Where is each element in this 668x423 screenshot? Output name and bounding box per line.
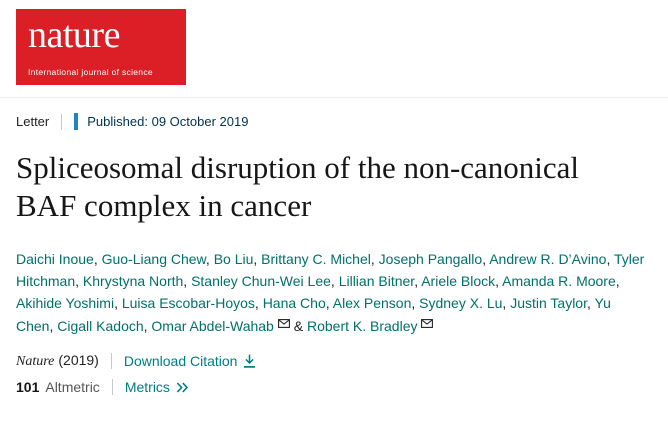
email-icon[interactable] xyxy=(277,311,290,333)
author-separator: , xyxy=(253,250,262,267)
author-link[interactable]: Daichi Inoue xyxy=(16,250,94,267)
published-label: Published: xyxy=(87,114,148,129)
published-date-text: Published: 09 October 2019 xyxy=(87,114,248,129)
author-link[interactable]: Alex Penson xyxy=(332,295,412,312)
download-icon xyxy=(243,354,256,368)
email-icon[interactable] xyxy=(421,311,434,333)
article-type-label: Letter xyxy=(16,114,50,129)
author-separator: , xyxy=(495,273,503,290)
journal-name: Nature xyxy=(16,354,55,370)
author-separator: , xyxy=(330,273,339,290)
article-header-area: Letter Published: 09 October 2019 Splice… xyxy=(0,98,668,396)
metrics-link[interactable]: Metrics xyxy=(125,379,189,395)
author-separator: , xyxy=(114,295,122,312)
author-link[interactable]: Robert K. Bradley xyxy=(306,317,418,334)
vertical-divider xyxy=(61,113,63,130)
altmetric-info: 101 Altmetric xyxy=(16,379,100,395)
author-link[interactable]: Justin Taylor xyxy=(510,295,587,312)
author-link[interactable]: Tyler Hitchman xyxy=(16,250,645,290)
author-separator: , xyxy=(205,250,214,267)
author-link[interactable]: Cigall Kadoch xyxy=(57,317,144,334)
double-chevron-right-icon xyxy=(176,382,189,393)
author-separator: , xyxy=(75,273,83,290)
author-separator: , xyxy=(502,295,511,312)
author-separator: , xyxy=(586,295,595,312)
author-separator: , xyxy=(183,273,192,290)
citation-year: (2019) xyxy=(58,352,99,369)
author-link[interactable]: Bo Liu xyxy=(213,250,254,267)
article-title: Spliceosomal disruption of the non-canon… xyxy=(16,150,580,223)
author-link[interactable]: Hana Cho xyxy=(262,295,326,312)
journal-citation: Nature (2019) xyxy=(16,352,99,370)
author-link[interactable]: Ariele Block xyxy=(421,273,496,290)
site-header: nature International journal of science xyxy=(0,0,668,98)
metrics-label: Metrics xyxy=(124,379,170,396)
author-separator: , xyxy=(606,250,614,267)
published-accent-bar xyxy=(74,113,79,130)
metrics-row: 101 Altmetric Metrics xyxy=(16,379,652,396)
published-info: Published: 09 October 2019 xyxy=(74,113,248,130)
author-link[interactable]: Joseph Pangallo xyxy=(378,250,483,267)
citation-row: Nature (2019) Download Citation xyxy=(16,352,652,370)
author-separator: , xyxy=(254,295,263,312)
author-separator: , xyxy=(615,273,620,290)
author-separator: , xyxy=(49,317,58,334)
author-link[interactable]: Luisa Escobar-Hoyos xyxy=(121,295,255,312)
vertical-divider xyxy=(111,379,113,396)
altmetric-score: 101 xyxy=(16,379,40,396)
author-link[interactable]: Akihide Yoshimi xyxy=(16,295,115,312)
author-separator: , xyxy=(143,317,152,334)
nature-logo-text: nature xyxy=(28,14,120,56)
author-link[interactable]: Brittany C. Michel xyxy=(261,250,371,267)
author-link[interactable]: Khrystyna North xyxy=(82,273,184,290)
author-link[interactable]: Yu Chen xyxy=(16,295,611,334)
author-link[interactable]: Andrew R. D’Avino xyxy=(489,250,607,267)
author-separator: , xyxy=(414,273,422,290)
published-date: 09 October 2019 xyxy=(151,114,249,129)
author-separator: , xyxy=(325,295,333,312)
author-separator: , xyxy=(93,250,102,267)
author-link[interactable]: Stanley Chun-Wei Lee xyxy=(191,273,331,290)
nature-logo-tagline: International journal of science xyxy=(28,67,153,77)
vertical-divider xyxy=(110,353,112,370)
article-page: nature International journal of science … xyxy=(0,0,668,396)
altmetric-label: Altmetric xyxy=(45,379,100,396)
author-link[interactable]: Guo-Liang Chew xyxy=(101,250,206,267)
download-citation-label: Download Citation xyxy=(123,353,238,370)
author-separator: , xyxy=(370,250,379,267)
author-separator: & xyxy=(289,317,307,334)
nature-logo[interactable]: nature International journal of science xyxy=(16,9,186,85)
author-link[interactable]: Lillian Bitner xyxy=(338,273,415,290)
download-citation-link[interactable]: Download Citation xyxy=(124,353,257,369)
author-link[interactable]: Amanda R. Moore xyxy=(502,273,616,290)
author-list: Daichi Inoue, Guo-Liang Chew, Bo Liu, Br… xyxy=(16,248,652,338)
article-meta-row: Letter Published: 09 October 2019 xyxy=(16,113,652,130)
author-link[interactable]: Omar Abdel-Wahab xyxy=(151,317,274,334)
author-separator: , xyxy=(411,295,420,312)
author-separator: , xyxy=(482,250,490,267)
author-link[interactable]: Sydney X. Lu xyxy=(419,295,503,312)
